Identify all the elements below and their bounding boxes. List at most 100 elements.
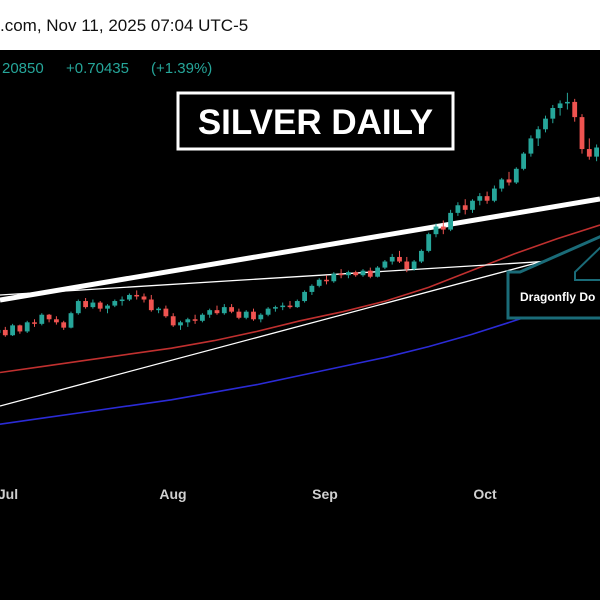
candle-body bbox=[127, 294, 132, 300]
candle-body bbox=[185, 319, 191, 323]
candle-body bbox=[506, 179, 512, 183]
candle-body bbox=[112, 301, 118, 306]
candle-body bbox=[119, 299, 125, 302]
candle-body bbox=[565, 101, 570, 104]
candle bbox=[360, 269, 366, 277]
candle-body bbox=[367, 270, 373, 277]
candle-body bbox=[83, 301, 88, 308]
candle-body bbox=[360, 270, 366, 276]
title-box: SILVER DAILY bbox=[176, 91, 455, 151]
x-tick-label: Sep bbox=[312, 486, 338, 502]
candle bbox=[112, 299, 118, 308]
candle bbox=[24, 320, 30, 333]
candle bbox=[419, 249, 424, 264]
moving-average-red bbox=[0, 224, 600, 374]
candle bbox=[586, 138, 592, 160]
price-change-value: +0.70435 bbox=[66, 60, 129, 77]
candlestick-chart[interactable]: 20850 +0.70435 (+1.39%) SILVER DAILY Dra… bbox=[0, 50, 600, 512]
candle bbox=[39, 313, 45, 326]
candle-body bbox=[411, 261, 417, 270]
candle bbox=[75, 299, 81, 315]
candle bbox=[61, 320, 67, 330]
candle-body bbox=[404, 261, 410, 270]
candle bbox=[280, 302, 286, 311]
trendline-resistance-thin bbox=[0, 257, 600, 296]
candle bbox=[273, 305, 278, 312]
chart-area[interactable]: 20850 +0.70435 (+1.39%) SILVER DAILY Dra… bbox=[0, 50, 600, 512]
candle bbox=[565, 92, 570, 110]
candle bbox=[90, 299, 96, 309]
candle-body bbox=[389, 256, 395, 262]
candle bbox=[324, 275, 329, 285]
chart-title: SILVER DAILY bbox=[198, 103, 433, 142]
trendlines bbox=[0, 196, 600, 407]
candle bbox=[294, 299, 300, 308]
candle bbox=[506, 171, 512, 186]
moving-average-blue bbox=[0, 291, 600, 425]
candle-body bbox=[265, 308, 271, 315]
candle-body bbox=[105, 305, 110, 309]
candles bbox=[0, 92, 599, 337]
candle bbox=[579, 114, 585, 154]
candle-body bbox=[32, 322, 37, 324]
candle bbox=[528, 135, 534, 157]
candle bbox=[455, 202, 461, 216]
candle bbox=[119, 296, 125, 306]
candle-body bbox=[163, 308, 169, 317]
candle bbox=[2, 326, 8, 337]
candle bbox=[200, 313, 205, 323]
candle-body bbox=[353, 272, 359, 276]
candle-body bbox=[535, 129, 541, 139]
candle-body bbox=[10, 325, 15, 336]
moving-averages bbox=[0, 224, 600, 425]
candle bbox=[54, 316, 59, 325]
candle-body bbox=[579, 117, 585, 150]
candle-body bbox=[214, 310, 220, 314]
candle bbox=[375, 266, 380, 278]
candle bbox=[127, 293, 132, 302]
candle-body bbox=[346, 272, 351, 276]
candle bbox=[572, 98, 578, 122]
candle bbox=[484, 191, 490, 204]
candle-body bbox=[572, 101, 578, 118]
x-tick-label: Aug bbox=[159, 486, 186, 502]
footer-band bbox=[0, 512, 600, 600]
candle bbox=[302, 290, 307, 303]
candle-body bbox=[492, 188, 497, 201]
candle-body bbox=[433, 226, 439, 235]
candle-body bbox=[484, 196, 490, 201]
candle-body bbox=[550, 108, 556, 119]
candle bbox=[309, 284, 315, 295]
candle-body bbox=[521, 153, 526, 169]
candle-body bbox=[499, 179, 505, 189]
candle-body bbox=[2, 329, 8, 336]
candle bbox=[331, 272, 337, 283]
candle-body bbox=[243, 311, 249, 318]
candle bbox=[134, 290, 140, 300]
candle bbox=[32, 319, 37, 327]
candle bbox=[492, 185, 497, 203]
candle-body bbox=[513, 168, 519, 183]
candle-body bbox=[316, 279, 322, 286]
candle bbox=[243, 310, 249, 320]
candle-body bbox=[594, 147, 599, 157]
candle bbox=[265, 307, 271, 317]
candle-body bbox=[470, 200, 475, 210]
candle bbox=[258, 313, 264, 323]
candle bbox=[499, 177, 505, 192]
header-band: .com, Nov 11, 2025 07:04 UTC-5 bbox=[0, 0, 600, 50]
candle-body bbox=[236, 311, 242, 318]
candle-body bbox=[397, 256, 402, 262]
candle bbox=[221, 304, 227, 315]
candle bbox=[141, 293, 147, 303]
candle bbox=[105, 304, 110, 314]
candle bbox=[338, 269, 344, 279]
candle bbox=[46, 313, 52, 323]
candle-body bbox=[455, 205, 461, 213]
candle-body bbox=[280, 305, 286, 308]
candle-body bbox=[24, 322, 30, 332]
price-change-percent: (+1.39%) bbox=[151, 60, 212, 77]
candle bbox=[594, 144, 599, 162]
candle bbox=[178, 320, 183, 330]
candle bbox=[214, 305, 220, 315]
